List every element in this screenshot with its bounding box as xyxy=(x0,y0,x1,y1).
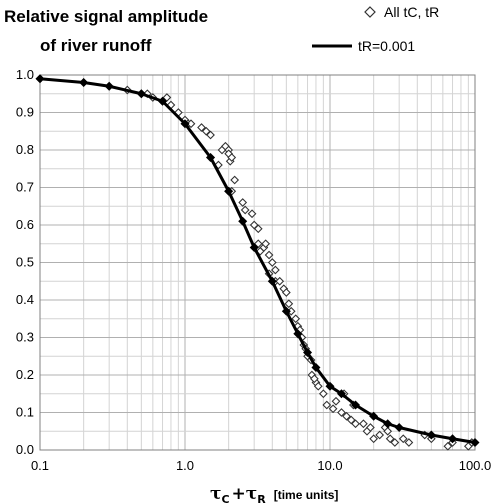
legend-item-scatter: All tC, tR xyxy=(364,4,439,20)
scatter-point xyxy=(214,160,223,170)
series-tr-0001 xyxy=(35,74,480,448)
scatter-point xyxy=(331,396,341,406)
line-point xyxy=(224,186,234,196)
y-tick-label: 0.3 xyxy=(16,330,34,345)
scatter-point xyxy=(351,419,360,429)
scatter-point xyxy=(404,438,414,447)
line-point xyxy=(336,389,346,399)
scatter-point xyxy=(443,441,453,451)
line-point xyxy=(351,400,361,410)
line-point xyxy=(158,96,168,106)
scatter-point xyxy=(328,404,338,414)
tick-labels: 0.00.10.20.30.40.50.60.70.80.91.00.1 1.0 1… xyxy=(16,67,491,473)
x-axis-label-tau-c: τ xyxy=(210,484,221,504)
scatter-point xyxy=(291,314,301,324)
scatter-point xyxy=(227,153,237,162)
plot-area-frame xyxy=(39,74,476,451)
line-point xyxy=(249,242,259,253)
scatter-point xyxy=(270,265,280,275)
scatter-point xyxy=(267,258,277,267)
line-point xyxy=(104,81,114,91)
line-point xyxy=(325,381,335,391)
scatter-point xyxy=(264,250,274,260)
line-point xyxy=(136,89,146,99)
scatter-point xyxy=(390,438,400,447)
line-point xyxy=(448,434,458,444)
scatter-point xyxy=(201,126,211,136)
y-tick-label: 1.0 xyxy=(16,67,34,82)
line-point xyxy=(293,329,303,339)
x-axis-label-sub-c: C xyxy=(221,493,229,504)
y-tick-label: 0.9 xyxy=(16,105,34,120)
line-point xyxy=(206,152,216,163)
scatter-point xyxy=(309,374,319,384)
scatter-point xyxy=(186,119,196,129)
scatter-point xyxy=(366,423,375,432)
x-axis-label-tau-r: τ xyxy=(246,484,257,504)
line-point xyxy=(180,119,190,129)
grid-lines xyxy=(39,74,475,451)
scatter-point xyxy=(313,381,323,391)
scatter-point xyxy=(247,209,257,219)
scatter-point xyxy=(240,205,250,215)
legend-label-line: tR=0.001 xyxy=(358,38,415,54)
legend: All tC, tR tR=0.001 xyxy=(312,4,439,54)
line-point xyxy=(79,77,89,88)
x-tick-label: 10.0 xyxy=(317,458,342,473)
y-tick-label: 0.8 xyxy=(16,142,34,157)
scatter-point xyxy=(318,389,328,399)
line-point xyxy=(470,437,480,448)
line-point xyxy=(383,419,393,429)
line-point xyxy=(426,430,436,440)
scatter-point xyxy=(275,276,285,286)
scatter-point xyxy=(197,123,206,132)
scatter-point xyxy=(281,288,291,297)
y-tick-label: 0.2 xyxy=(16,367,34,382)
x-tick-label: 0.1 xyxy=(31,458,49,473)
line-point xyxy=(394,422,404,433)
x-tick-label: 1.0 xyxy=(176,458,194,473)
scatter-point xyxy=(238,198,248,207)
legend-item-line: tR=0.001 xyxy=(312,38,415,54)
scatter-point xyxy=(385,434,395,444)
line-point xyxy=(303,347,313,358)
scatter-point xyxy=(346,415,356,425)
line-point xyxy=(35,74,45,84)
scatter-point xyxy=(383,426,393,436)
scatter-point xyxy=(261,239,271,249)
y-tick-label: 0.4 xyxy=(16,292,34,307)
line-point xyxy=(281,306,291,316)
legend-label-scatter: All tC, tR xyxy=(384,4,439,20)
scatter-point xyxy=(369,434,379,444)
x-axis-label-plus: + xyxy=(232,484,246,504)
y-tick-label: 0.0 xyxy=(16,442,34,457)
legend-diamond-marker xyxy=(364,6,376,18)
y-tick-label: 0.1 xyxy=(16,405,34,420)
scatter-point xyxy=(322,400,332,410)
y-tick-label: 0.6 xyxy=(16,217,34,232)
scatter-point xyxy=(342,411,351,421)
line-point xyxy=(369,411,379,421)
scatter-point xyxy=(284,299,294,309)
scatter-point xyxy=(206,130,215,140)
chart-title-line2: of river runoff xyxy=(40,36,152,55)
y-tick-label: 0.7 xyxy=(16,180,34,195)
x-axis-label: τC +τR [time units] xyxy=(210,484,338,504)
scatter-point xyxy=(398,434,408,444)
x-tick-label: 100.0 xyxy=(459,458,492,473)
scatter-point xyxy=(230,175,240,185)
line-point xyxy=(267,276,277,286)
x-axis-label-units: [time units] xyxy=(274,488,339,502)
chart-title-line1: Relative signal amplitude xyxy=(4,7,208,26)
scatter-point xyxy=(337,408,346,417)
scatter-point xyxy=(359,419,368,429)
line-point xyxy=(311,362,321,373)
line-point xyxy=(238,216,248,226)
scatter-point xyxy=(375,430,385,440)
x-axis-label-sub-r: R xyxy=(257,493,266,504)
y-tick-label: 0.5 xyxy=(16,255,34,270)
scatter-point xyxy=(253,224,263,234)
